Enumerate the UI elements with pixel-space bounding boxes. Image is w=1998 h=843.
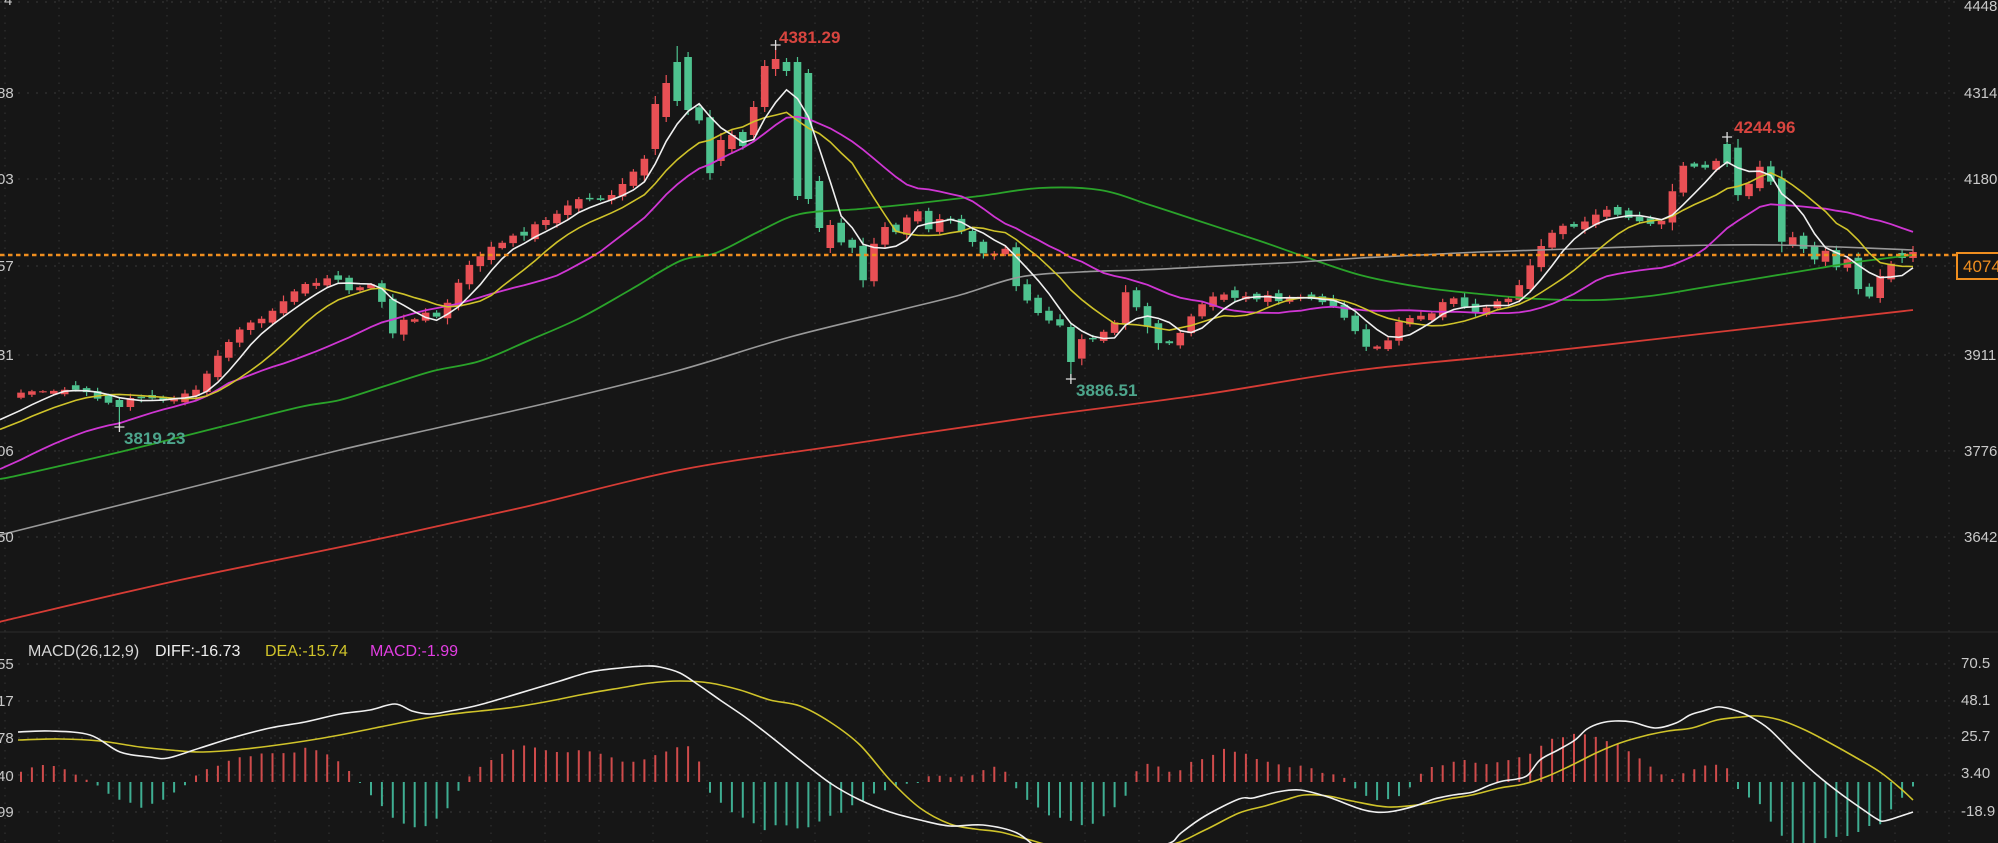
svg-text:3776: 3776: [1964, 443, 1997, 460]
svg-text:06: 06: [0, 443, 14, 460]
svg-text:50: 50: [0, 529, 14, 546]
svg-text:3819.23: 3819.23: [124, 429, 185, 448]
svg-text:03: 03: [0, 171, 14, 188]
svg-text:4314: 4314: [1964, 85, 1997, 102]
svg-text:99: 99: [0, 804, 14, 821]
svg-text:88: 88: [0, 85, 14, 102]
svg-text:3.40: 3.40: [1961, 765, 1990, 782]
svg-text:MACD:-1.99: MACD:-1.99: [370, 643, 458, 660]
svg-text:17: 17: [0, 693, 14, 710]
svg-text:4: 4: [4, 0, 12, 9]
svg-text:40: 40: [0, 768, 14, 785]
svg-text:DEA:-15.74: DEA:-15.74: [265, 643, 348, 660]
svg-text:DIFF:-16.73: DIFF:-16.73: [155, 643, 240, 660]
svg-text:3642: 3642: [1964, 529, 1997, 546]
svg-text:MACD(26,12,9): MACD(26,12,9): [28, 643, 139, 660]
svg-text:4448: 4448: [1964, 0, 1997, 15]
svg-text:57: 57: [0, 258, 14, 275]
svg-text:4244.96: 4244.96: [1734, 118, 1795, 137]
svg-text:3886.51: 3886.51: [1076, 381, 1137, 400]
svg-text:70.5: 70.5: [1961, 655, 1990, 672]
svg-text:4074: 4074: [1963, 257, 1998, 276]
svg-text:31: 31: [0, 347, 14, 364]
svg-text:48.1: 48.1: [1961, 692, 1990, 709]
svg-text:4180: 4180: [1964, 171, 1997, 188]
svg-text:4381.29: 4381.29: [779, 28, 840, 47]
svg-text:55: 55: [0, 656, 14, 673]
svg-text:78: 78: [0, 730, 14, 747]
svg-text:3911: 3911: [1964, 347, 1996, 364]
svg-text:25.7: 25.7: [1961, 728, 1990, 745]
svg-text:-18.9: -18.9: [1961, 803, 1995, 820]
